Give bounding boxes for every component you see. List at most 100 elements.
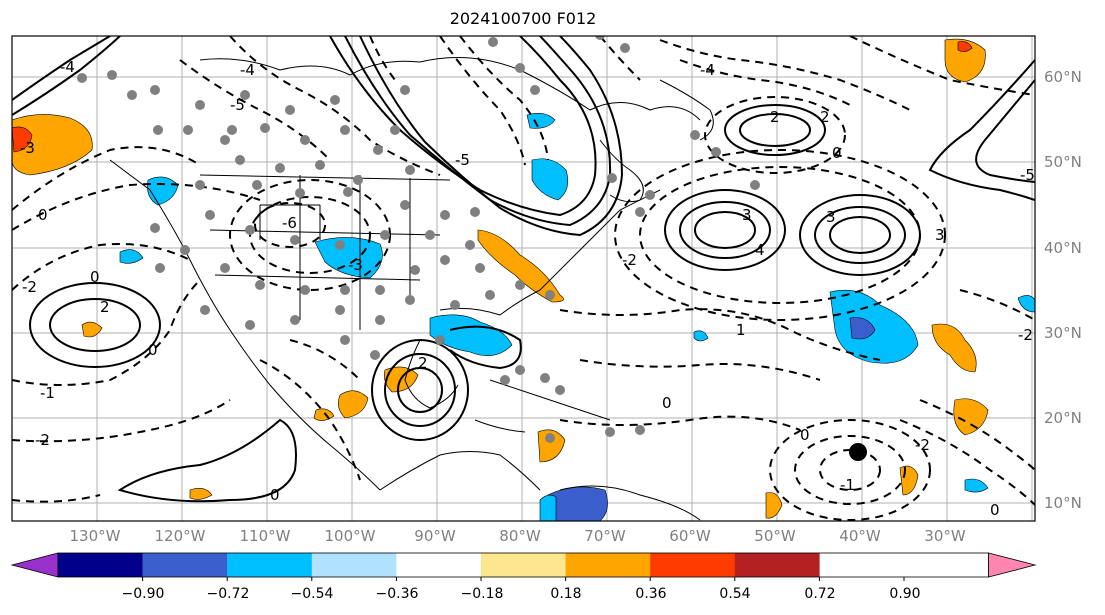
station-dot xyxy=(235,155,245,165)
station-dot xyxy=(440,255,450,265)
coastlines xyxy=(109,57,714,521)
colorbar-tick-label: −0.36 xyxy=(375,586,419,602)
lat-label: 10°N xyxy=(1044,494,1082,512)
station-dot xyxy=(635,425,645,435)
station-dot xyxy=(195,180,205,190)
station-dot xyxy=(607,173,617,183)
fill-orange-ne xyxy=(944,38,986,83)
station-dot xyxy=(375,315,385,325)
station-dot xyxy=(255,280,265,290)
lat-label: 50°N xyxy=(1044,153,1082,171)
station-dot xyxy=(300,135,310,145)
station-dot xyxy=(340,285,350,295)
station-dot xyxy=(530,85,540,95)
colorbar-segment xyxy=(650,553,735,577)
station-dot xyxy=(425,230,435,240)
station-dot xyxy=(390,125,400,135)
fill-orange-atl1 xyxy=(931,323,977,373)
station-dot xyxy=(555,385,565,395)
station-dot xyxy=(545,433,555,443)
map-border xyxy=(11,35,1036,522)
colorbar-segment xyxy=(734,553,820,577)
colorbar-segment xyxy=(565,553,651,577)
colorbar xyxy=(10,552,1037,581)
contour-labels: -3 0 -2 0 2 -1 -2 0 -4 -5 -4 -6 -3 0 2 -… xyxy=(20,58,1035,519)
fill-blue-small1 xyxy=(964,478,989,493)
station-dot xyxy=(465,240,475,250)
contour-label: -6 xyxy=(282,214,297,232)
station-dot xyxy=(290,315,300,325)
contour-label: -2 xyxy=(622,251,637,269)
station-dot xyxy=(400,200,410,210)
contour-label: -2 xyxy=(22,278,37,296)
contour-label: 2 xyxy=(418,354,428,372)
lon-label: 50°W xyxy=(754,527,796,545)
station-dot xyxy=(245,320,255,330)
colorbar-tick-label: 0.54 xyxy=(719,586,751,602)
lon-label: 60°W xyxy=(669,527,711,545)
lon-label: 110°W xyxy=(239,527,291,545)
contour-label: 0 xyxy=(832,144,842,162)
station-dot xyxy=(440,210,450,220)
station-dot xyxy=(605,427,615,437)
station-dot xyxy=(335,240,345,250)
station-dot xyxy=(405,295,415,305)
station-dot xyxy=(180,245,190,255)
contour-label: -1 xyxy=(40,384,55,402)
contour-label: -1 xyxy=(840,476,855,494)
station-dot xyxy=(275,163,285,173)
station-dot xyxy=(620,43,630,53)
fill-orange-east xyxy=(477,229,564,303)
contour-label: 4 xyxy=(755,241,765,259)
station-dot xyxy=(285,105,295,115)
contour-label: 2 xyxy=(820,108,830,126)
colorbar-tick-label: −0.72 xyxy=(206,586,250,602)
station-dot xyxy=(150,223,160,233)
contour-label: -3 xyxy=(348,256,363,274)
station-dot xyxy=(240,90,250,100)
contour-label: 0 xyxy=(148,341,158,359)
station-dot xyxy=(405,165,415,175)
contour-label: 0 xyxy=(800,426,810,444)
station-dot xyxy=(400,85,410,95)
station-dot xyxy=(335,305,345,315)
storm-center-marker xyxy=(849,443,867,461)
fill-orange-mexico xyxy=(338,390,369,419)
station-dot xyxy=(711,147,721,157)
contour-label: -3 xyxy=(20,139,35,157)
contour-label: -4 xyxy=(700,61,715,79)
station-dot xyxy=(77,73,87,83)
station-dot xyxy=(220,263,230,273)
fill-orange-pac3 xyxy=(189,488,213,500)
station-dot xyxy=(645,190,655,200)
lon-label: 100°W xyxy=(324,527,376,545)
contour-label: 2 xyxy=(100,298,110,316)
fill-red-ne xyxy=(957,41,973,52)
lon-label: 30°W xyxy=(924,527,966,545)
fill-blue-sa-outer xyxy=(539,494,557,521)
fill-orange-atl2 xyxy=(953,398,989,436)
colorbar-segment xyxy=(227,553,312,577)
station-dot xyxy=(150,85,160,95)
lat-label: 40°N xyxy=(1044,239,1082,257)
lon-label: 40°W xyxy=(839,527,881,545)
contour-label: 3 xyxy=(742,206,752,224)
colorbar-segment xyxy=(311,553,397,577)
colorbar-segment xyxy=(142,553,228,577)
fill-blue-pac xyxy=(119,249,144,264)
colorbar-tick-label: 0.72 xyxy=(804,586,836,602)
lon-label: 120°W xyxy=(154,527,206,545)
station-dot xyxy=(155,263,165,273)
lat-label: 30°N xyxy=(1044,324,1082,342)
lat-label: 60°N xyxy=(1044,68,1082,86)
station-dot xyxy=(470,207,480,217)
anomaly-fills xyxy=(12,38,1035,521)
colorbar-extend-high xyxy=(988,552,1037,578)
contour-label: 0 xyxy=(270,486,280,504)
station-dot xyxy=(315,160,325,170)
lat-label: 20°N xyxy=(1044,409,1082,427)
contour-label: -2 xyxy=(915,436,930,454)
contour-label: -5 xyxy=(230,96,245,114)
station-dot xyxy=(252,180,262,190)
station-dot xyxy=(500,375,510,385)
